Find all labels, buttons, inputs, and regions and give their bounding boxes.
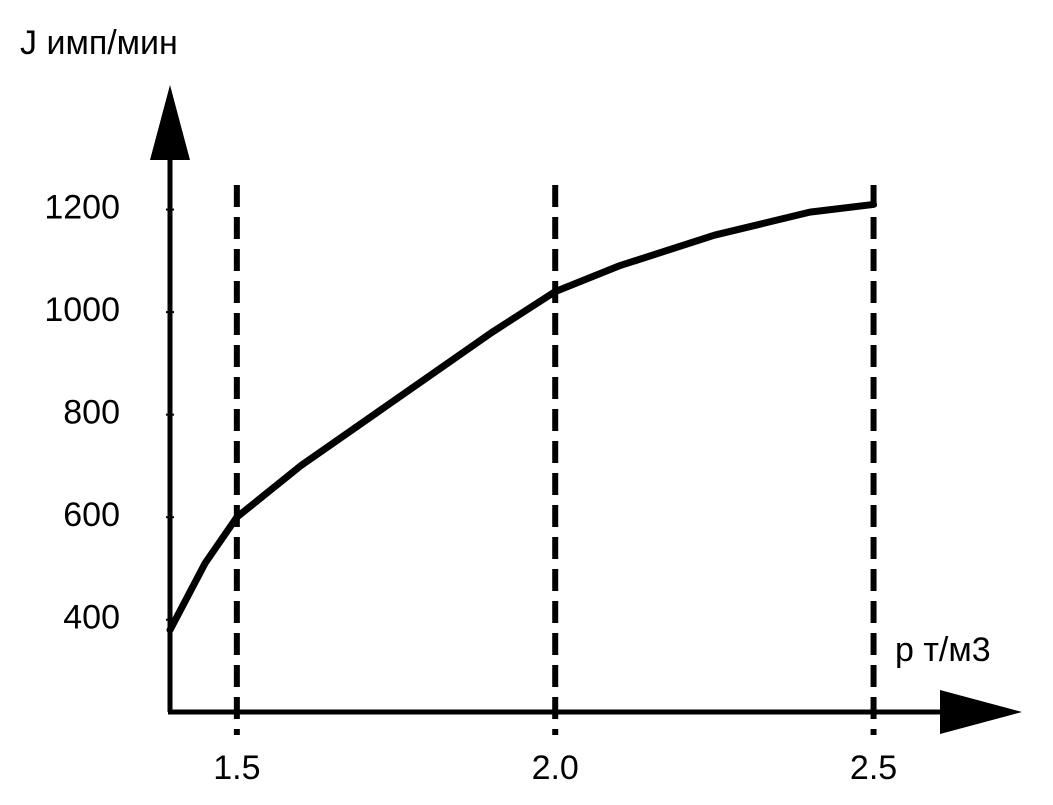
x-axis-label: p т/м3 — [895, 631, 991, 669]
y-axis-label: J имп/мин — [20, 24, 178, 62]
y-axis-arrow — [150, 85, 190, 160]
y-tick-label: 600 — [63, 496, 120, 534]
y-tick-label: 1200 — [44, 189, 120, 227]
x-tick-label: 2.0 — [532, 749, 579, 787]
x-tick-label: 2.5 — [850, 749, 897, 787]
data-line — [166, 200, 878, 634]
y-tick-label: 1000 — [44, 291, 120, 329]
x-axis-arrow — [940, 690, 1022, 734]
x-tick-label: 1.5 — [213, 749, 260, 787]
y-tick-label: 800 — [63, 394, 120, 432]
y-tick-label: 400 — [63, 599, 120, 637]
